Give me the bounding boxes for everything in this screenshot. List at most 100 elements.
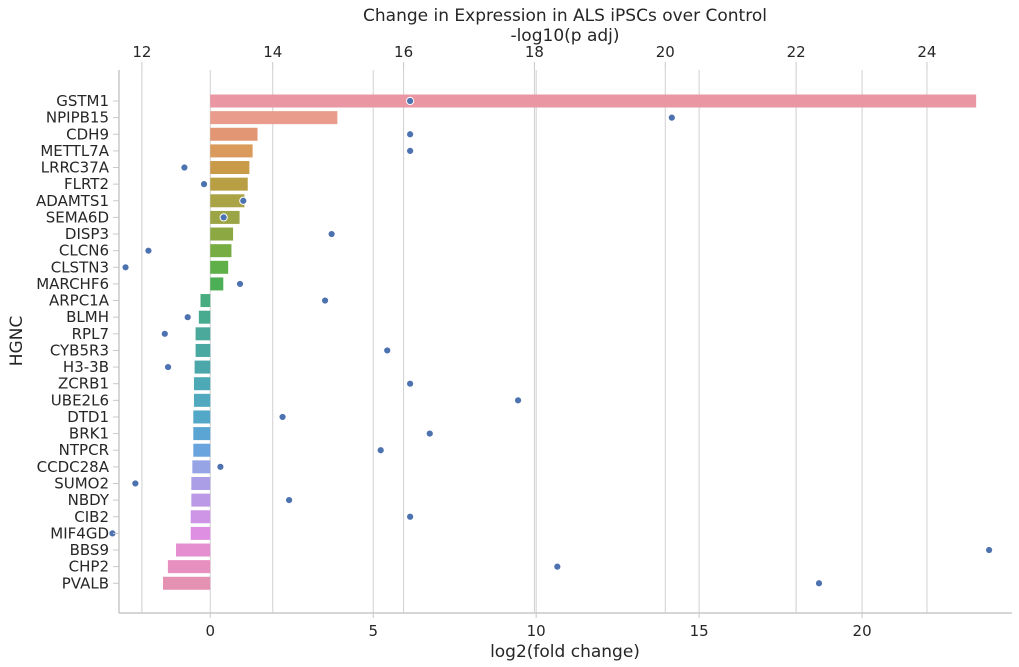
bar-flrt2: [210, 177, 248, 191]
y-tick-label: RPL7: [72, 325, 109, 343]
point-cdh9: [406, 130, 415, 139]
y-tick-label: LRRC37A: [41, 159, 110, 177]
bar-clstn3: [210, 260, 229, 274]
point-flrt2: [199, 180, 209, 189]
point-chp2: [553, 562, 562, 571]
bottom-x-tick-labels: 0 5 10 15 20: [205, 613, 872, 640]
y-tick-label: DTD1: [67, 408, 109, 426]
bar-gstm1: [210, 94, 977, 108]
y-tick-label: ZCRB1: [58, 375, 109, 393]
y-tick-label: MIF4GD: [50, 524, 109, 542]
top-x-tick-label: 12: [132, 43, 151, 61]
y-tick-labels: GSTM1NPIPB15CDH9METTL7ALRRC37AFLRT2ADAMT…: [36, 92, 119, 592]
y-tick-label: CLSTN3: [51, 258, 109, 276]
point-clcn6: [144, 246, 153, 255]
bar-rpl7: [195, 327, 211, 341]
top-axis-title: -log10(p adj): [510, 26, 619, 46]
bar-lrrc37a: [210, 161, 250, 175]
bar-ccdc28a: [192, 460, 211, 474]
y-tick-label: NPIPB15: [46, 109, 109, 127]
bar-adamts1: [210, 194, 245, 208]
top-x-tick-label: 14: [263, 43, 282, 61]
point-bbs9: [985, 545, 994, 555]
y-tick-label: PVALB: [62, 574, 109, 592]
y-tick-label: FLRT2: [64, 175, 109, 193]
bar-clcn6: [210, 244, 232, 258]
y-tick-label: ARPC1A: [49, 292, 110, 310]
bar-blmh: [198, 310, 211, 324]
point-sema6d: [219, 213, 228, 222]
y-tick-label: MARCHF6: [36, 275, 109, 293]
y-tick-label: METTL7A: [40, 142, 109, 160]
point-zcrb1: [406, 379, 415, 388]
point-npipb15: [667, 113, 676, 122]
bars: [162, 94, 977, 590]
y-tick-label: UBE2L6: [51, 391, 109, 409]
bar-mif4gd: [190, 526, 211, 540]
x-axis-title: log2(fold change): [490, 642, 640, 662]
point-disp3: [327, 229, 336, 239]
point-dtd1: [278, 412, 287, 422]
y-tick-label: NBDY: [68, 491, 110, 509]
bottom-x-tick-label: 15: [690, 622, 709, 640]
y-tick-label: H3-3B: [63, 358, 109, 376]
point-adamts1: [239, 196, 248, 205]
bar-ntpcr: [193, 443, 211, 457]
y-tick-label: CCDC28A: [37, 458, 110, 476]
bar-bbs9: [176, 543, 211, 557]
point-marchf6: [235, 279, 245, 289]
top-x-tick-labels: 12 14 16 18 20 22 24: [132, 43, 936, 70]
top-x-tick-label: 18: [525, 43, 544, 61]
bar-pvalb: [162, 576, 211, 590]
y-tick-label: ADAMTS1: [36, 192, 109, 210]
y-tick-label: CYB5R3: [50, 341, 109, 359]
point-blmh: [183, 313, 192, 322]
y-tick-label: SUMO2: [54, 474, 109, 492]
bar-sumo2: [191, 476, 211, 490]
top-x-tick-label: 16: [394, 43, 413, 61]
bar-cib2: [190, 510, 211, 524]
points: [108, 96, 994, 588]
y-tick-label: CIB2: [74, 508, 109, 526]
top-x-tick-label: 24: [917, 43, 936, 61]
y-axis-title: HGNC: [7, 316, 27, 367]
y-tick-label: CDH9: [66, 125, 109, 143]
point-pvalb: [814, 579, 824, 588]
point-lrrc37a: [180, 163, 189, 172]
chart-title: Change in Expression in ALS iPSCs over C…: [363, 6, 767, 26]
point-gstm1: [406, 96, 415, 106]
bar-mettl7a: [210, 144, 253, 158]
point-mettl7a: [406, 146, 415, 155]
y-tick-label: SEMA6D: [46, 208, 109, 226]
bar-dtd1: [193, 410, 211, 424]
point-brk1: [425, 429, 434, 438]
bottom-x-tick-label: 0: [205, 622, 215, 640]
point-clstn3: [121, 263, 130, 272]
point-ntpcr: [376, 446, 385, 455]
y-tick-label: DISP3: [65, 225, 109, 243]
bottom-x-tick-label: 20: [853, 622, 872, 640]
bar-zcrb1: [193, 377, 211, 391]
bar-nbdy: [191, 493, 211, 507]
point-ccdc28a: [216, 462, 225, 471]
axes: [118, 70, 1012, 614]
y-tick-label: BRK1: [69, 425, 109, 443]
point-sumo2: [131, 479, 140, 488]
bottom-x-tick-label: 5: [368, 622, 378, 640]
bar-cyb5r3: [195, 343, 211, 357]
point-nbdy: [284, 496, 294, 505]
bar-chp2: [167, 560, 211, 574]
point-cib2: [406, 512, 415, 521]
grid-lines: [141, 70, 928, 613]
bar-cdh9: [210, 127, 258, 141]
bar-arpc1a: [200, 294, 211, 308]
bar-brk1: [193, 427, 211, 441]
y-tick-label: CLCN6: [59, 242, 109, 260]
top-x-tick-label: 22: [787, 43, 806, 61]
y-tick-label: BBS9: [70, 541, 109, 559]
point-rpl7: [160, 329, 169, 338]
bar-ube2l6: [193, 393, 211, 407]
point-arpc1a: [320, 296, 330, 305]
bottom-x-tick-label: 10: [527, 622, 546, 640]
bar-h3-3b: [194, 360, 211, 374]
